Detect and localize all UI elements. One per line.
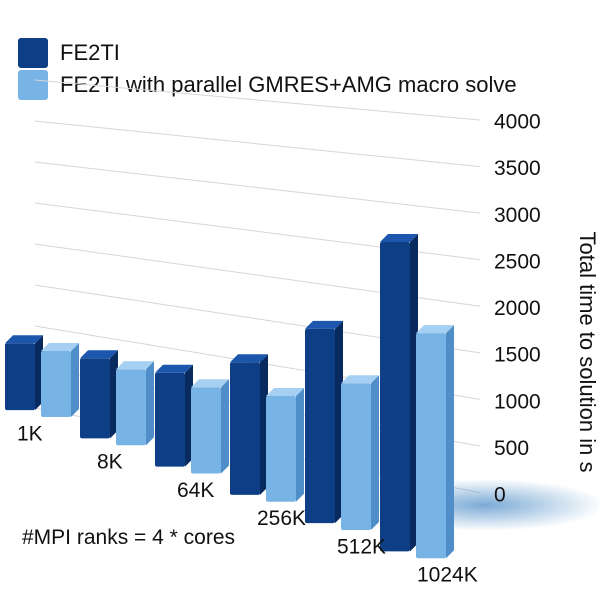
bar-fe2ti-1024K	[380, 242, 410, 552]
legend-swatch-series-1	[18, 38, 48, 68]
bar-gmres-512K-side	[371, 375, 379, 530]
gridline-4000	[34, 79, 481, 121]
y-tick-label-2000: 2000	[494, 297, 541, 320]
gridline-3500	[34, 120, 481, 168]
bar-fe2ti-512K	[305, 328, 335, 524]
bar-gmres-8K	[116, 369, 146, 446]
bar-fe2ti-8K	[80, 358, 110, 439]
bar-gmres-64K	[191, 387, 221, 474]
y-tick-label-1000: 1000	[494, 390, 541, 413]
x-tick-label-64K: 64K	[177, 479, 214, 502]
bar-fe2ti-256K	[230, 362, 260, 495]
bar-gmres-256K	[266, 395, 296, 502]
x-tick-label-256K: 256K	[257, 507, 306, 530]
legend-item-series-1: FE2TI	[18, 38, 120, 68]
bar-fe2ti-64K-top	[155, 364, 193, 373]
y-tick-label-1500: 1500	[494, 344, 541, 367]
legend-label-series-2: FE2TI with parallel GMRES+AMG macro solv…	[60, 72, 517, 97]
y-tick-label-4000: 4000	[494, 111, 541, 134]
bar-fe2ti-512K-top	[305, 320, 343, 329]
gridline-3000	[34, 161, 481, 214]
bar-gmres-8K-top	[116, 361, 154, 370]
x-tick-label-1K: 1K	[17, 422, 43, 445]
bar-gmres-64K-top	[191, 379, 229, 388]
bar-gmres-1K-side	[71, 342, 79, 417]
x-tick-label-1024K: 1024K	[417, 564, 478, 587]
bar-gmres-256K-side	[296, 387, 304, 502]
bar-gmres-512K-top	[341, 375, 379, 384]
x-tick-label-512K: 512K	[337, 535, 386, 558]
bar-fe2ti-64K	[155, 372, 185, 467]
y-tick-label-3000: 3000	[494, 204, 541, 227]
legend-label-series-1: FE2TI	[60, 40, 120, 65]
bar-gmres-512K	[341, 383, 371, 530]
y-tick-label-3500: 3500	[494, 157, 541, 180]
bar-gmres-1K-top	[41, 342, 79, 351]
y-tick-label-0: 0	[494, 484, 506, 507]
bar-gmres-8K-side	[146, 361, 154, 446]
bar-fe2ti-8K-top	[80, 350, 118, 359]
bar-gmres-1024K-side	[446, 325, 454, 559]
bar-fe2ti-256K-top	[230, 354, 268, 363]
y-tick-label-500: 500	[494, 437, 529, 460]
bar-gmres-256K-top	[266, 387, 304, 396]
x-tick-label-8K: 8K	[97, 451, 123, 474]
legend-item-series-2: FE2TI with parallel GMRES+AMG macro solv…	[18, 70, 517, 100]
bar-fe2ti-1K	[5, 343, 35, 411]
bar-gmres-1024K	[416, 333, 446, 559]
y-tick-label-2500: 2500	[494, 250, 541, 273]
bar-gmres-64K-side	[221, 379, 229, 474]
footnote: #MPI ranks = 4 * cores	[22, 526, 236, 549]
y-axis-label: Total time to solution in s	[575, 232, 599, 473]
bar-gmres-1024K-top	[416, 325, 454, 334]
bar-gmres-1K	[41, 350, 71, 417]
legend-swatch-series-2	[18, 70, 48, 100]
bar-fe2ti-1024K-top	[380, 234, 418, 242]
bar-fe2ti-1K-top	[5, 335, 43, 344]
